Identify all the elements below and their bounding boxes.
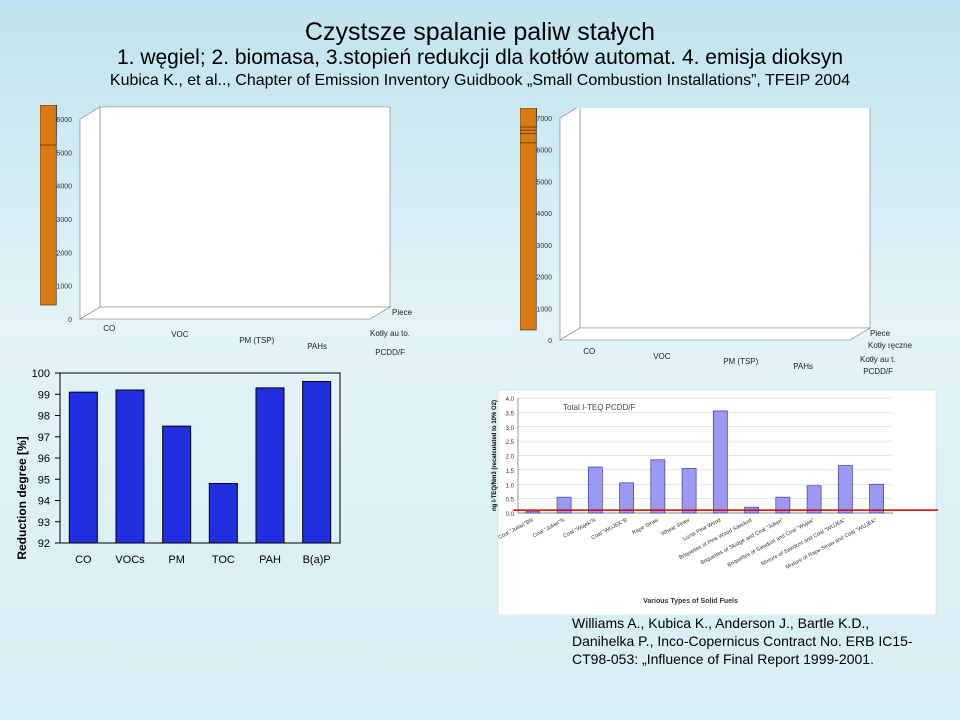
x-tick-label: PCDD/F <box>375 348 405 357</box>
y-tick-label: 95 <box>38 474 50 486</box>
y-tick-label: 1.0 <box>506 483 515 489</box>
y-tick-label: 5000 <box>56 150 72 157</box>
y-axis-label: ng I-TEQ/Nm3 (recalculated to 10% O2) <box>492 400 498 511</box>
x-tick-label: CO <box>103 324 115 333</box>
back-wall <box>99 106 391 308</box>
x-tick-label: PAHs <box>307 342 327 351</box>
x-tick-label: PM (TSP) <box>239 336 274 345</box>
floor <box>78 306 392 320</box>
y-tick-label: 100 <box>32 368 50 380</box>
bar <box>255 387 285 544</box>
y-tick-label: 6000 <box>56 117 72 124</box>
side-wall <box>79 106 101 320</box>
y-axis-label: Reduction degree [%] <box>15 436 29 559</box>
y-tick-label: 3000 <box>536 243 552 250</box>
bar <box>302 381 332 544</box>
y-tick-label: 94 <box>38 496 50 508</box>
y-tick-label: 2.0 <box>506 455 515 461</box>
main-title: Czystsze spalanie paliw stałych <box>304 18 656 46</box>
bar <box>806 485 822 514</box>
x-axis-label: Various Types of Solid Fuels <box>643 598 738 605</box>
chart-title: Total I-TEQ PCDD/F <box>563 403 636 412</box>
bar <box>556 496 572 514</box>
bar <box>162 425 192 544</box>
y-tick-label: 2.5 <box>506 440 515 446</box>
x-tick-label: PAHs <box>793 362 813 371</box>
y-tick-label: 99 <box>38 389 50 401</box>
floor <box>558 327 872 341</box>
x-tick-label: PAH <box>259 554 281 566</box>
y-tick-label: 92 <box>38 538 50 550</box>
y-tick-label: 3000 <box>56 217 72 224</box>
y-tick-label: 0.5 <box>506 498 515 504</box>
y-tick-label: 93 <box>38 517 50 529</box>
bar <box>869 483 884 514</box>
bar <box>208 483 238 544</box>
bar <box>775 496 791 514</box>
bar <box>39 104 57 146</box>
bar <box>681 468 697 514</box>
chart-dioxin-svg: Total I-TEQ PCDD/F 0.0 0.5 1.0 1.5 2.0 2.5 3.0 3… <box>492 389 938 616</box>
back-wall <box>579 105 871 329</box>
y-tick-label: 2000 <box>56 250 72 257</box>
y-tick-label: 0.0 <box>506 512 515 518</box>
y-tick-label: 1.5 <box>506 469 515 475</box>
source-citation: Kubica K., et al.., Chapter of Emission … <box>109 72 851 89</box>
series-label: Kotły ręczne <box>868 341 913 350</box>
y-tick-label: 3.0 <box>506 426 515 432</box>
series-label: Kotły au t. <box>860 355 896 364</box>
plot-area <box>59 372 341 544</box>
series-label: Piece <box>392 308 413 317</box>
reference-citation: Williams A., Kubica K., Anderson J., Bar… <box>572 614 913 668</box>
reference-line: Danihelka P., Inco-Copernicus Contract N… <box>572 633 913 649</box>
bar <box>519 107 537 128</box>
y-tick-label: 1000 <box>56 284 72 291</box>
reference-line: CT98-053: „Influence of Final Report 199… <box>572 651 874 667</box>
x-tick-label: PCDD/F <box>863 367 893 376</box>
x-tick-label: B(a)P <box>303 554 331 566</box>
y-tick-label: 7000 <box>536 116 552 123</box>
bar <box>115 389 145 544</box>
y-tick-label: 96 <box>38 453 50 465</box>
y-tick-label: 1000 <box>536 306 552 313</box>
bar <box>712 410 728 514</box>
bar <box>525 511 541 514</box>
y-tick-label: 3.5 <box>506 411 515 417</box>
side-wall <box>559 105 581 341</box>
x-tick-label: VOC <box>171 330 189 339</box>
chart-dioxin: Total I-TEQ PCDD/F 0.0 0.5 1.0 1.5 2.0 2.5 3.0 3… <box>478 385 958 616</box>
y-tick-label: 0 <box>548 338 552 345</box>
y-tick-label: 4.0 <box>506 397 515 403</box>
subtitle: 1. węgiel; 2. biomasa, 3.stopień redukcj… <box>116 46 844 69</box>
series-label: Piece <box>870 329 891 338</box>
x-tick-label: VOC <box>653 352 671 361</box>
y-tick-label: 4000 <box>56 184 72 191</box>
x-tick-label: CO <box>583 347 595 356</box>
chart-reduction: 92 93 94 95 96 97 98 99 100 Reduction degree [%] C… <box>0 358 380 573</box>
bar <box>837 465 853 514</box>
y-tick-label: 2000 <box>536 275 552 282</box>
bar <box>68 391 98 544</box>
x-tick-label: TOC <box>212 554 235 566</box>
x-tick-label: PM <box>168 554 185 566</box>
y-tick-label: 5000 <box>536 179 552 186</box>
x-tick-label: CO <box>75 554 92 566</box>
bar <box>619 482 634 514</box>
bar <box>587 466 603 514</box>
y-tick-label: 6000 <box>536 148 552 155</box>
chart-reduction-svg: 92 93 94 95 96 97 98 99 100 Reduction degree [%] C… <box>15 368 341 566</box>
reference-line: Williams A., Kubica K., Anderson J., Bar… <box>572 615 870 631</box>
y-tick-label: 98 <box>38 411 50 423</box>
y-tick-label: 97 <box>38 432 50 444</box>
x-tick-label: PM (TSP) <box>723 357 758 366</box>
y-tick-label: 4000 <box>536 211 552 218</box>
series-label: Kotły au to. <box>370 329 410 338</box>
bar <box>650 459 666 514</box>
x-tick-label: VOCs <box>115 554 145 566</box>
y-tick-label: 0 <box>68 317 72 324</box>
